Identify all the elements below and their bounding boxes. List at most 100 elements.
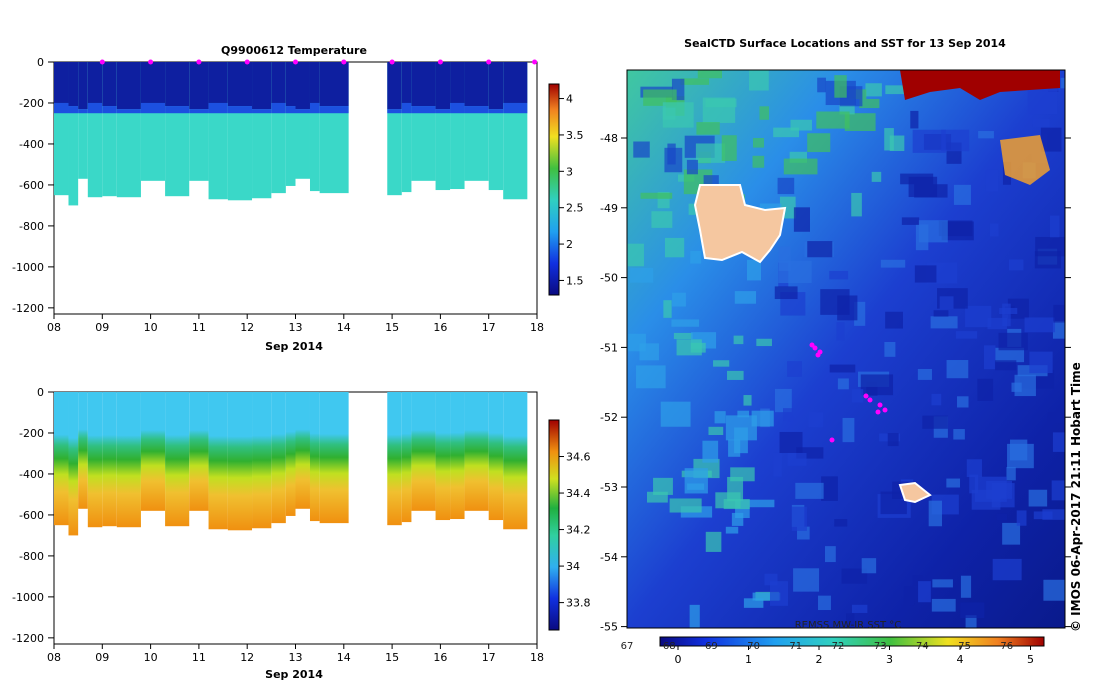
sst-cell <box>796 447 824 459</box>
sst-cell <box>751 410 774 427</box>
sst-cell <box>932 579 953 588</box>
sal-profile-column <box>227 392 253 531</box>
sst-cell <box>1029 351 1053 374</box>
sst-cell <box>790 119 812 131</box>
temp-surface-band <box>208 62 228 103</box>
sst-cell <box>664 237 685 258</box>
sal-profile-column <box>488 392 504 521</box>
seal-location-dot <box>829 437 835 443</box>
sst-cell <box>914 265 937 283</box>
sst-cell <box>860 374 894 396</box>
temp-transition-band <box>165 106 190 114</box>
sst-cell <box>884 342 896 357</box>
seal-location-dot <box>863 393 869 399</box>
sst-cell <box>842 417 855 443</box>
y-tick-label: -400 <box>19 468 44 481</box>
temp-transition-band <box>78 109 88 114</box>
temp-transition-band <box>319 106 349 114</box>
x-tick-label: 17 <box>482 321 496 334</box>
sal-profile-column <box>401 392 412 523</box>
sst-f-tick-label: 71 <box>789 641 802 652</box>
temp-surface-band <box>319 62 349 107</box>
sst-cell <box>756 338 772 347</box>
colorbar-tick-label: 4 <box>566 93 573 106</box>
sst-cell <box>917 368 932 380</box>
sst-cell <box>931 598 956 612</box>
salinity-profiles <box>54 392 528 536</box>
temp-profile-column <box>78 62 88 179</box>
sst-cell <box>941 129 970 152</box>
sst-cell <box>627 243 644 267</box>
sst-cell <box>777 177 795 195</box>
sst-cell <box>901 217 920 225</box>
temperature-x-axis: 08 09 10 11 12 13 14 15 16 17 18 <box>47 314 544 334</box>
heard-island <box>898 481 932 504</box>
sst-cell <box>829 364 856 373</box>
profile-marker <box>148 59 154 65</box>
sst-cell <box>914 184 948 198</box>
sst-cell <box>669 498 702 513</box>
sst-cell <box>1002 522 1021 545</box>
x-tick-label: 12 <box>240 651 254 664</box>
seal-location-dot <box>877 402 883 408</box>
sst-cell <box>667 143 676 165</box>
x-tick-label: 15 <box>385 321 399 334</box>
sst-cell <box>673 332 693 340</box>
sst-cell <box>746 259 762 281</box>
seal-location-dot <box>882 407 888 413</box>
sst-cell <box>983 345 996 370</box>
temp-transition-band <box>116 109 141 114</box>
temp-transition-band <box>140 102 166 114</box>
sst-f-tick-label: 72 <box>832 641 845 652</box>
temp-surface-band <box>189 62 209 110</box>
lat-tick-label: -50 <box>600 272 618 285</box>
sal-profile-column <box>252 392 272 529</box>
sst-cell <box>955 331 978 339</box>
colorbar-tick-label: 33.8 <box>566 597 591 610</box>
sst-cell <box>887 433 899 447</box>
warm-patch <box>1000 135 1050 185</box>
sst-map-frame <box>626 69 1066 629</box>
sst-cell <box>900 173 934 185</box>
sst-cell <box>816 111 850 129</box>
temp-surface-band <box>271 62 286 103</box>
colorbar-tick-label: 34.4 <box>566 487 591 500</box>
temp-surface-band <box>102 62 117 107</box>
sst-cell <box>1014 374 1036 397</box>
y-tick-label: -800 <box>19 220 44 233</box>
sst-cell <box>697 70 722 79</box>
sal-profile-column <box>309 392 320 522</box>
sst-cell <box>663 300 672 318</box>
sst-cell <box>1043 579 1065 601</box>
kerguelen-island <box>693 184 787 264</box>
sst-cell <box>903 586 915 606</box>
salinity-panel: 0 -200 -400 -600 -800 -1000 -1200 08 09 10 11 12 13… <box>12 386 590 681</box>
temp-surface-band <box>435 62 451 110</box>
x-tick-label: 14 <box>337 321 351 334</box>
sst-cell <box>965 305 992 328</box>
x-tick-label: 13 <box>289 321 303 334</box>
sst-cell <box>708 426 724 436</box>
sst-cell <box>1002 303 1011 327</box>
sst-cell <box>880 259 906 268</box>
temperature-x-label: Sep 2014 <box>265 340 323 353</box>
sst-cell <box>999 307 1018 315</box>
sst-cell <box>727 370 744 380</box>
sst-cell <box>807 133 831 153</box>
sst-cell <box>680 78 710 85</box>
sst-colorbar <box>659 636 1045 647</box>
sst-c-tick-label: 0 <box>675 653 682 666</box>
sst-cell <box>773 452 782 477</box>
sea-ice-region <box>900 70 1060 100</box>
colorbar-tick-label: 34 <box>566 560 580 573</box>
lat-tick-label: -51 <box>600 341 618 354</box>
sst-cell <box>702 440 719 463</box>
temp-transition-band <box>68 106 79 114</box>
sst-cell <box>1040 127 1062 152</box>
profile-marker <box>389 59 395 65</box>
temp-profile-column <box>68 62 79 206</box>
sst-cell <box>795 482 824 499</box>
temp-surface-band <box>401 62 412 103</box>
sst-cell <box>922 415 948 429</box>
sst-cell <box>779 431 803 454</box>
